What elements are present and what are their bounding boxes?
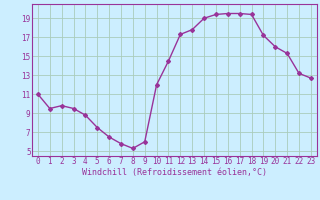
X-axis label: Windchill (Refroidissement éolien,°C): Windchill (Refroidissement éolien,°C) [82,168,267,177]
